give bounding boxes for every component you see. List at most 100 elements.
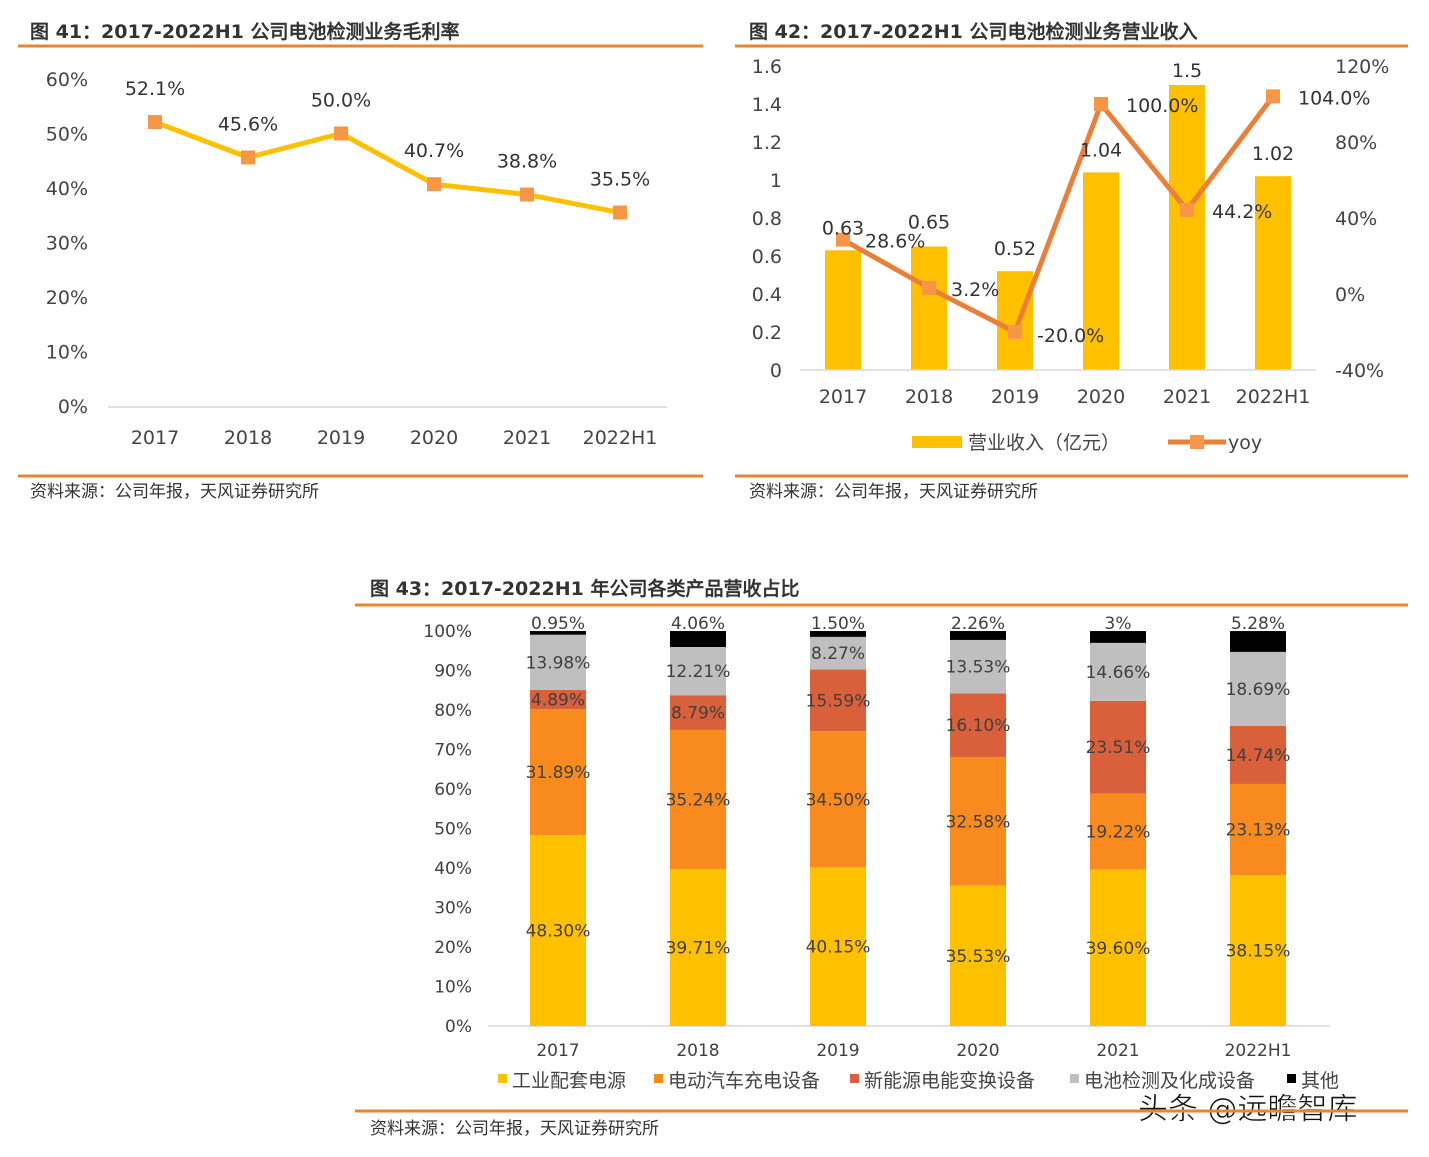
y-tick-label: 20%	[434, 938, 472, 958]
segment-label: 14.74%	[1226, 746, 1291, 766]
stacked-segment	[670, 729, 726, 870]
y-tick-label: 40%	[434, 859, 472, 879]
revenue-label: 1.02	[1252, 143, 1294, 165]
stacked-segment	[1230, 651, 1286, 726]
segment-label: 4.06%	[671, 614, 725, 634]
yoy-label: 100.0%	[1126, 95, 1198, 117]
revenue-bar	[997, 271, 1033, 370]
segment-label: 1.50%	[811, 614, 865, 634]
y-tick-label: 1.2	[752, 132, 782, 154]
y-tick-label: 1.4	[752, 94, 782, 116]
x-tick-label: 2022H1	[583, 427, 658, 449]
y2-tick-label: 40%	[1335, 208, 1377, 230]
stacked-segment	[810, 631, 866, 637]
segment-label: 23.13%	[1226, 821, 1291, 841]
yoy-point	[1094, 97, 1108, 111]
chart43-source: 资料来源：公司年报，天风证券研究所	[370, 1119, 659, 1139]
x-tick-label: 2021	[503, 427, 551, 449]
stacked-segment	[1090, 869, 1146, 1026]
stacked-segment	[810, 731, 866, 868]
y2-tick-label: 0%	[1335, 284, 1365, 306]
y-tick-label: 30%	[434, 899, 472, 919]
yoy-label: 44.2%	[1212, 201, 1272, 223]
stacked-segment	[810, 636, 866, 670]
x-tick-label: 2019	[317, 427, 365, 449]
chart41-source: 资料来源：公司年报，天风证券研究所	[30, 482, 319, 502]
revenue-bar	[911, 246, 947, 370]
legend-label: 电动汽车充电设备	[668, 1070, 820, 1092]
segment-label: 35.53%	[946, 947, 1011, 967]
x-tick-label: 2022H1	[1225, 1041, 1292, 1061]
yoy-label: 28.6%	[865, 231, 925, 253]
chart43-title: 图 43：2017-2022H1 年公司各类产品营收占比	[370, 577, 799, 600]
yoy-label: 104.0%	[1298, 87, 1370, 109]
y-tick-label: 80%	[434, 701, 472, 721]
y-tick-label: 20%	[46, 287, 88, 309]
margin-line	[154, 119, 621, 215]
chart42-source: 资料来源：公司年报，天风证券研究所	[749, 482, 1038, 502]
yoy-point	[1266, 89, 1280, 104]
x-tick-label: 2018	[905, 386, 953, 408]
stacked-segment	[950, 756, 1006, 886]
data-label: 40.7%	[404, 140, 464, 162]
segment-label: 14.66%	[1086, 663, 1151, 683]
y-tick-label: 90%	[434, 662, 472, 682]
stacked-segment	[530, 835, 586, 1026]
legend-label: 电池检测及化成设备	[1084, 1070, 1255, 1092]
chart41-title: 图 41：2017-2022H1 公司电池检测业务毛利率	[30, 20, 459, 43]
stacked-segment	[1230, 875, 1286, 1026]
y-tick-label: 1.6	[752, 56, 782, 78]
segment-label: 16.10%	[946, 716, 1011, 736]
x-tick-label: 2018	[224, 427, 272, 449]
data-label: 50.0%	[311, 90, 371, 112]
x-tick-label: 2019	[991, 386, 1039, 408]
stacked-segment	[670, 646, 726, 696]
revenue-label: 1.5	[1172, 60, 1202, 82]
yoy-point	[922, 280, 936, 295]
segment-label: 5.28%	[1231, 614, 1285, 634]
segment-label: 18.69%	[1226, 680, 1291, 700]
segment-label: 12.21%	[666, 662, 731, 682]
legend-label-yoy: yoy	[1228, 432, 1262, 454]
segment-label: 31.89%	[526, 763, 591, 783]
y2-tick-label: -40%	[1335, 360, 1384, 382]
segment-label: 39.71%	[666, 939, 731, 959]
x-tick-label: 2019	[816, 1041, 859, 1061]
stacked-segment	[670, 869, 726, 1026]
data-point	[427, 177, 441, 192]
yoy-label: -20.0%	[1037, 325, 1104, 347]
segment-label: 34.50%	[806, 790, 871, 810]
segment-label: 19.22%	[1086, 823, 1151, 843]
y2-tick-label: 120%	[1335, 56, 1389, 78]
x-tick-label: 2020	[956, 1041, 999, 1061]
stacked-segment	[1090, 642, 1146, 701]
yoy-point	[836, 232, 850, 247]
y-tick-label: 70%	[434, 741, 472, 761]
stacked-segment	[1230, 631, 1286, 652]
stacked-segment	[950, 693, 1006, 757]
y-tick-label: 50%	[434, 820, 472, 840]
y-tick-label: 100%	[423, 622, 472, 642]
segment-label: 40.15%	[806, 938, 871, 958]
chart42-title: 图 42：2017-2022H1 公司电池检测业务营业收入	[749, 20, 1197, 43]
x-tick-label: 2018	[676, 1041, 719, 1061]
x-tick-label: 2022H1	[1236, 386, 1311, 408]
stacked-segment	[530, 689, 586, 710]
yoy-point	[1008, 325, 1022, 339]
y-tick-label: 0.2	[752, 322, 782, 344]
segment-label: 3%	[1105, 614, 1132, 634]
segment-label: 32.58%	[946, 812, 1011, 832]
y-tick-label: 0	[770, 360, 782, 382]
segment-label: 8.27%	[811, 644, 865, 664]
x-tick-label: 2017	[536, 1041, 579, 1061]
data-point	[520, 187, 534, 202]
data-point	[241, 150, 255, 165]
y-tick-label: 0.8	[752, 208, 782, 230]
revenue-label: 0.52	[994, 238, 1036, 260]
legend-swatch	[1070, 1074, 1079, 1083]
legend-label-revenue: 营业收入（亿元）	[968, 432, 1120, 454]
segment-label: 39.60%	[1086, 939, 1151, 959]
segment-label: 35.24%	[666, 791, 731, 811]
